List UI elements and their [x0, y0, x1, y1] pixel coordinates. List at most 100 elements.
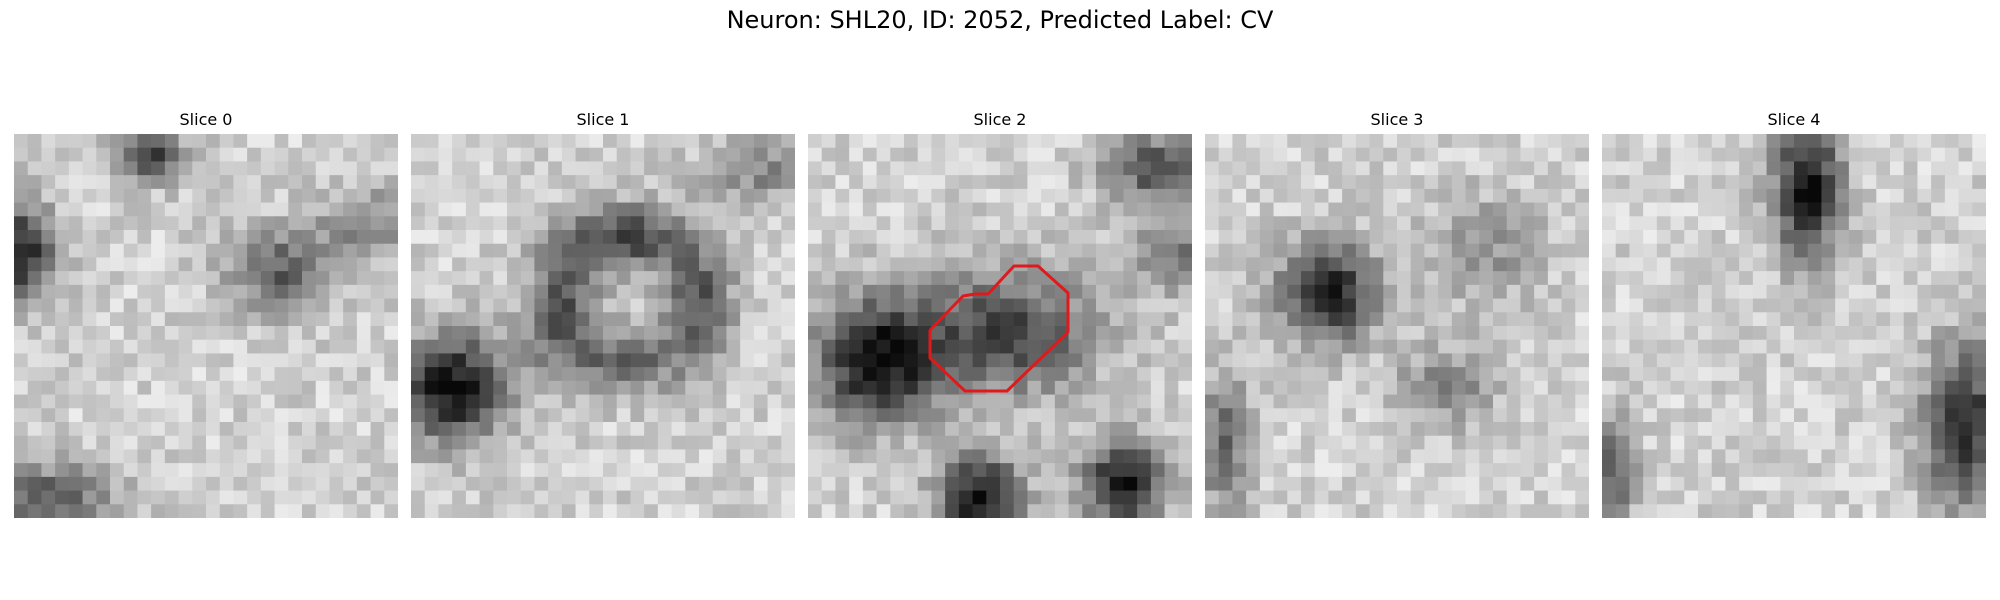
image-pixel: [1314, 147, 1329, 162]
image-pixel: [644, 230, 659, 245]
image-pixel: [1520, 284, 1535, 299]
image-pixel: [1082, 367, 1097, 382]
image-pixel: [616, 339, 631, 354]
image-pixel: [1931, 257, 1946, 272]
image-pixel: [1958, 463, 1973, 478]
image-pixel: [1369, 339, 1384, 354]
image-pixel: [1684, 147, 1699, 162]
image-pixel: [1711, 339, 1726, 354]
image-pixel: [438, 422, 453, 437]
image-pixel: [1656, 408, 1671, 423]
image-pixel: [233, 490, 248, 505]
image-pixel: [972, 422, 987, 437]
image-pixel: [507, 504, 522, 518]
image-pixel: [1164, 147, 1179, 162]
image-pixel: [1752, 312, 1767, 327]
image-pixel: [479, 161, 494, 176]
image-pixel: [1150, 271, 1165, 286]
image-pixel: [1054, 202, 1069, 217]
image-pixel: [712, 380, 727, 395]
image-pixel: [178, 380, 193, 395]
image-pixel: [14, 271, 29, 286]
image-pixel: [1383, 504, 1398, 518]
image-pixel: [1273, 230, 1288, 245]
image-pixel: [1410, 380, 1425, 395]
image-pixel: [821, 449, 836, 464]
image-pixel: [1150, 504, 1165, 518]
image-pixel: [1711, 230, 1726, 245]
image-pixel: [315, 257, 330, 272]
image-pixel: [767, 134, 782, 149]
image-pixel: [1068, 339, 1083, 354]
image-pixel: [726, 408, 741, 423]
image-pixel: [1013, 449, 1028, 464]
image-pixel: [972, 449, 987, 464]
image-pixel: [1752, 380, 1767, 395]
image-pixel: [1862, 147, 1877, 162]
image-pixel: [1041, 216, 1056, 231]
image-pixel: [561, 463, 576, 478]
image-pixel: [123, 490, 138, 505]
image-pixel: [1848, 312, 1863, 327]
image-pixel: [1041, 161, 1056, 176]
image-pixel: [767, 161, 782, 176]
image-pixel: [1917, 367, 1932, 382]
image-pixel: [575, 147, 590, 162]
image-pixel: [862, 326, 877, 341]
image-pixel: [260, 175, 275, 190]
image-pixel: [534, 408, 549, 423]
image-pixel: [603, 147, 618, 162]
image-pixel: [1410, 175, 1425, 190]
image-pixel: [630, 202, 645, 217]
image-pixel: [55, 202, 70, 217]
image-pixel: [343, 147, 358, 162]
image-pixel: [1465, 284, 1480, 299]
image-pixel: [82, 230, 97, 245]
image-pixel: [452, 394, 467, 409]
image-pixel: [1355, 353, 1370, 368]
image-pixel: [1205, 504, 1220, 518]
image-pixel: [123, 394, 138, 409]
image-pixel: [1931, 490, 1946, 505]
image-pixel: [1890, 449, 1905, 464]
image-pixel: [1807, 326, 1822, 341]
image-pixel: [589, 476, 604, 491]
image-pixel: [699, 175, 714, 190]
image-pixel: [192, 312, 207, 327]
image-pixel: [233, 188, 248, 203]
image-pixel: [1821, 216, 1836, 231]
image-pixel: [740, 449, 755, 464]
image-pixel: [206, 422, 221, 437]
image-pixel: [753, 147, 768, 162]
image-pixel: [657, 161, 672, 176]
image-pixel: [507, 380, 522, 395]
image-pixel: [1725, 175, 1740, 190]
image-pixel: [55, 188, 70, 203]
image-pixel: [315, 380, 330, 395]
image-pixel: [27, 504, 42, 518]
image-pixel: [1561, 367, 1576, 382]
image-pixel: [1054, 490, 1069, 505]
image-pixel: [1465, 243, 1480, 258]
image-pixel: [1821, 476, 1836, 491]
image-pixel: [1164, 134, 1179, 149]
image-pixel: [685, 243, 700, 258]
image-pixel: [1178, 188, 1192, 203]
image-pixel: [452, 380, 467, 395]
image-pixel: [1096, 394, 1111, 409]
image-pixel: [712, 463, 727, 478]
image-pixel: [1602, 230, 1617, 245]
image-pixel: [1876, 230, 1891, 245]
image-pixel: [370, 312, 385, 327]
image-pixel: [1054, 243, 1069, 258]
image-pixel: [1903, 243, 1918, 258]
image-pixel: [1218, 271, 1233, 286]
image-pixel: [616, 463, 631, 478]
image-pixel: [1273, 202, 1288, 217]
image-pixel: [1739, 422, 1754, 437]
image-pixel: [685, 435, 700, 450]
image-pixel: [178, 216, 193, 231]
image-pixel: [972, 353, 987, 368]
image-pixel: [1670, 326, 1685, 341]
image-pixel: [1643, 422, 1658, 437]
